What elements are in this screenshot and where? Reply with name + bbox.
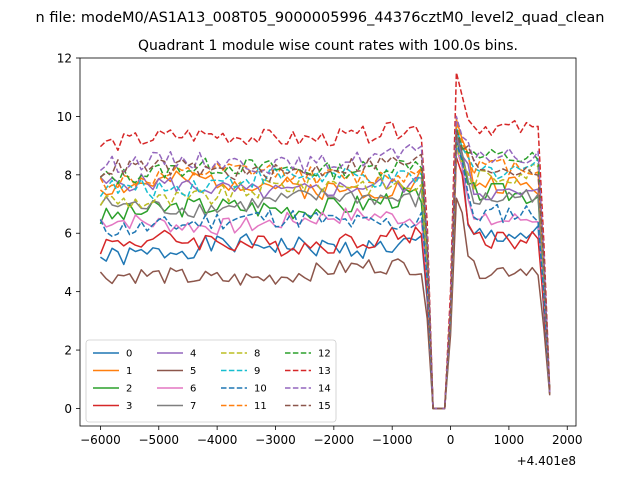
legend-label-0: 0	[126, 349, 132, 360]
x-tick-label: −6000	[80, 433, 121, 447]
y-tick-label: 2	[64, 344, 72, 358]
y-tick-label: 8	[64, 168, 72, 182]
series-line-11	[99, 121, 551, 410]
legend-label-4: 4	[190, 349, 196, 360]
legend-label-14: 14	[318, 384, 331, 395]
x-tick-label: 0	[447, 433, 455, 447]
series-line-3	[99, 156, 551, 410]
legend-label-9: 9	[254, 366, 260, 377]
series-line-13	[99, 71, 551, 410]
legend-label-6: 6	[190, 384, 196, 395]
y-tick-label: 4	[64, 285, 72, 299]
series-line-14	[99, 115, 551, 410]
legend-label-7: 7	[190, 401, 196, 412]
series-line-8	[99, 144, 551, 410]
legend-label-2: 2	[126, 384, 132, 395]
x-offset-label: +4.401e8	[517, 454, 576, 468]
legend-label-3: 3	[126, 401, 132, 412]
legend-label-5: 5	[190, 366, 196, 377]
legend-box	[85, 339, 337, 423]
legend-label-10: 10	[254, 384, 267, 395]
series-line-2	[99, 139, 551, 410]
y-tick-label: 10	[57, 110, 72, 124]
series-line-5	[99, 197, 551, 410]
x-tick-label: −1000	[372, 433, 413, 447]
series-line-6	[99, 147, 551, 410]
x-tick-label: −3000	[255, 433, 296, 447]
axes-frame	[79, 57, 577, 427]
legend-label-13: 13	[318, 366, 331, 377]
x-tick-label: −2000	[314, 433, 355, 447]
y-tick-label: 0	[64, 402, 72, 416]
legend-label-11: 11	[254, 401, 267, 412]
x-tick-label: 2000	[552, 433, 583, 447]
y-axis: 0 2 4 6 8 10 12	[57, 52, 80, 416]
y-tick-label: 12	[57, 52, 72, 66]
legend-label-15: 15	[318, 401, 331, 412]
x-tick-label: −4000	[197, 433, 238, 447]
series-line-10	[99, 141, 551, 410]
x-axis: −6000 −5000 −4000 −3000 −2000 −1000 0 1000 2000	[80, 426, 583, 447]
series-layer	[99, 71, 551, 410]
legend-label-8: 8	[254, 349, 260, 360]
y-tick-label: 6	[64, 227, 72, 241]
series-line-7	[99, 133, 551, 410]
legend-label-1: 1	[126, 366, 132, 377]
legend-label-12: 12	[318, 349, 331, 360]
x-tick-label: 1000	[494, 433, 525, 447]
x-tick-label: −5000	[138, 433, 179, 447]
chart-title: Quadrant 1 module wise count rates with …	[138, 38, 518, 54]
figure-suptitle: n file: modeM0/AS1A13_008T05_9000005996_…	[36, 10, 605, 26]
